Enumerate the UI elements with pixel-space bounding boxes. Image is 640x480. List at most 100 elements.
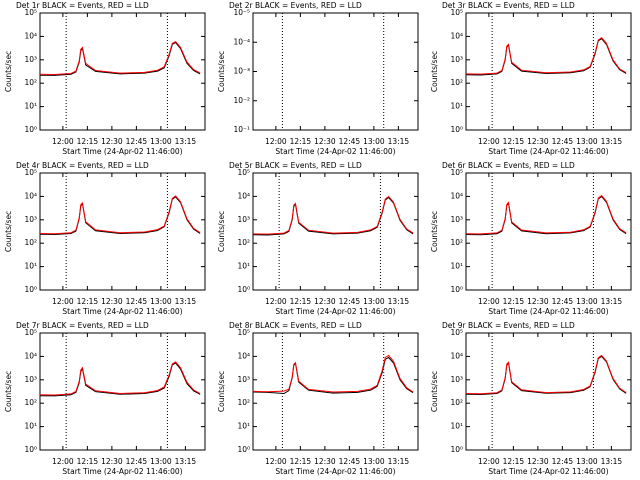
y-tick-label: 10⁴ (24, 31, 37, 40)
y-axis-label: Counts/sec (430, 211, 439, 252)
chart-title: Det 5r BLACK = Events, RED = LLD (229, 161, 362, 170)
y-tick-label: 10⁻⁵ (233, 8, 250, 17)
y-axis-label: Counts/sec (4, 51, 13, 92)
x-tick-label: 12:30 (527, 297, 549, 306)
y-tick-label: 10³ (237, 215, 250, 224)
y-axis-label: Counts/sec (217, 51, 226, 92)
chart-title: Det 4r BLACK = Events, RED = LLD (16, 161, 149, 170)
series-line (465, 37, 627, 75)
plot-frame (465, 12, 632, 131)
plot-frame (252, 172, 419, 291)
x-tick-label: 12:30 (101, 457, 123, 466)
x-tick-label: 12:15 (77, 137, 99, 146)
series-line (252, 195, 414, 235)
y-tick-label: 10⁵ (237, 168, 250, 177)
series-line (39, 40, 201, 76)
x-tick-label: 12:30 (314, 137, 336, 146)
x-tick-label: 13:00 (363, 137, 385, 146)
y-tick-label: 10³ (450, 55, 463, 64)
series-line (465, 38, 627, 76)
y-tick-label: 10⁴ (24, 191, 37, 200)
y-tick-label: 10² (24, 398, 37, 407)
x-tick-label: 13:00 (150, 457, 172, 466)
y-tick-label: 10² (24, 78, 37, 87)
y-tick-label: 10³ (450, 375, 463, 384)
y-tick-label: 10⁵ (24, 8, 37, 17)
y-tick-label: 10¹ (24, 422, 37, 431)
x-tick-label: 12:15 (290, 137, 312, 146)
x-tick-label: 13:15 (388, 137, 410, 146)
y-axis-label: Counts/sec (4, 371, 13, 412)
series-line (39, 195, 201, 235)
y-tick-label: 10⁻³ (233, 67, 250, 76)
x-tick-label: 12:00 (478, 137, 500, 146)
y-tick-label: 10⁴ (450, 351, 463, 360)
y-tick-label: 10⁰ (450, 445, 463, 454)
panel: Det 2r BLACK = Events, RED = LLD Start Ti… (217, 1, 419, 156)
x-tick-label: 12:00 (478, 457, 500, 466)
x-tick-label: 13:15 (175, 457, 197, 466)
x-tick-label: 13:00 (150, 137, 172, 146)
series-line (39, 362, 201, 397)
x-tick-label: 13:15 (601, 297, 623, 306)
y-tick-label: 10¹ (24, 262, 37, 271)
series-line (39, 196, 201, 236)
x-tick-label: 12:15 (503, 297, 525, 306)
plot-frame (465, 172, 632, 291)
x-tick-label: 12:00 (52, 137, 74, 146)
x-axis-label: Start Time (24-Apr-02 11:46:00) (62, 467, 182, 476)
series-line (465, 194, 627, 235)
x-tick-label: 12:45 (126, 297, 148, 306)
y-tick-label: 10⁰ (237, 445, 250, 454)
chart-title: Det 3r BLACK = Events, RED = LLD (442, 1, 575, 10)
y-tick-label: 10⁵ (237, 328, 250, 337)
series-line (465, 354, 627, 395)
y-tick-label: 10⁵ (450, 8, 463, 17)
chart-title: Det 9r BLACK = Events, RED = LLD (442, 321, 575, 330)
y-tick-label: 10¹ (450, 262, 463, 271)
x-tick-label: 13:00 (363, 457, 385, 466)
x-tick-label: 12:00 (478, 297, 500, 306)
x-axis-label: Start Time (24-Apr-02 11:46:00) (275, 467, 395, 476)
chart-title: Det 1r BLACK = Events, RED = LLD (16, 1, 149, 10)
x-tick-label: 13:00 (576, 297, 598, 306)
y-tick-label: 10⁵ (450, 168, 463, 177)
y-tick-label: 10⁵ (450, 328, 463, 337)
y-tick-label: 10¹ (237, 422, 250, 431)
y-axis-label: Counts/sec (430, 371, 439, 412)
x-tick-label: 13:15 (175, 297, 197, 306)
x-tick-label: 12:00 (52, 297, 74, 306)
x-axis-label: Start Time (24-Apr-02 11:46:00) (488, 307, 608, 316)
x-tick-label: 12:15 (290, 297, 312, 306)
y-tick-label: 10⁻⁴ (233, 37, 250, 46)
series-line (252, 196, 414, 236)
y-tick-label: 10⁵ (24, 328, 37, 337)
y-tick-label: 10⁰ (24, 445, 37, 454)
y-axis-label: Counts/sec (4, 211, 13, 252)
y-tick-label: 10² (450, 398, 463, 407)
y-tick-label: 10⁰ (450, 285, 463, 294)
plot-frame (39, 172, 206, 291)
y-axis-label: Counts/sec (217, 371, 226, 412)
panel: Det 3r BLACK = Events, RED = LLD Start Ti… (430, 1, 632, 156)
y-tick-label: 10¹ (24, 102, 37, 111)
panel: Det 9r BLACK = Events, RED = LLD Start Ti… (430, 321, 632, 476)
x-tick-label: 12:45 (552, 457, 574, 466)
y-tick-label: 10⁰ (24, 285, 37, 294)
x-tick-label: 13:00 (150, 297, 172, 306)
y-tick-label: 10⁴ (450, 31, 463, 40)
x-tick-label: 12:30 (101, 137, 123, 146)
x-tick-label: 12:45 (126, 137, 148, 146)
y-tick-label: 10³ (450, 215, 463, 224)
x-axis-label: Start Time (24-Apr-02 11:46:00) (488, 467, 608, 476)
y-tick-label: 10² (450, 238, 463, 247)
x-tick-label: 12:45 (339, 137, 361, 146)
x-tick-label: 12:00 (265, 457, 287, 466)
y-tick-label: 10² (237, 238, 250, 247)
y-tick-label: 10¹ (237, 262, 250, 271)
panel: Det 4r BLACK = Events, RED = LLD Start Ti… (4, 161, 206, 316)
y-tick-label: 10² (450, 78, 463, 87)
x-tick-label: 12:15 (503, 137, 525, 146)
panel: Det 7r BLACK = Events, RED = LLD Start Ti… (4, 321, 206, 476)
x-tick-label: 12:45 (339, 457, 361, 466)
